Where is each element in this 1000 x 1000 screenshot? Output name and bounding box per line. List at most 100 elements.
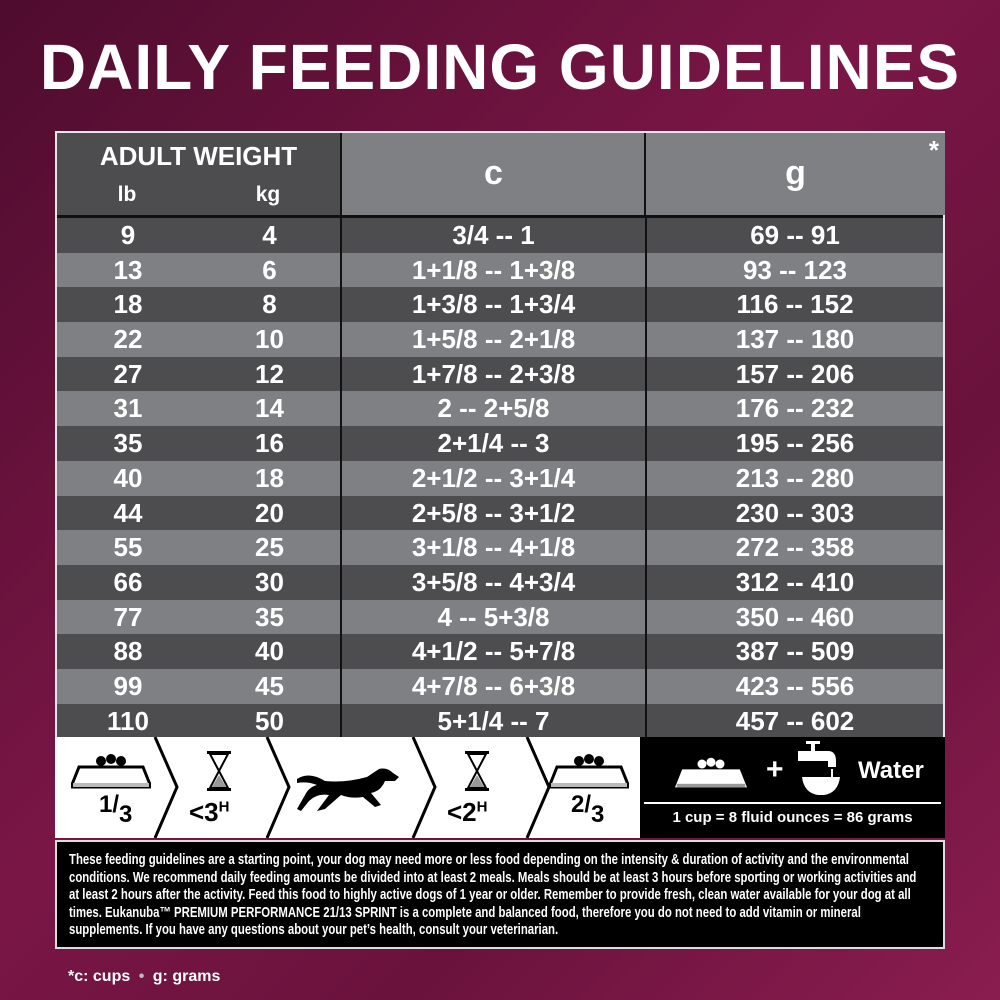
table-row: 31 14 2 -- 2+5/8 176 -- 232 xyxy=(57,391,943,427)
c-cell: 1+7/8 -- 2+3/8 xyxy=(340,356,645,392)
c-cell: 2+5/8 -- 3+1/2 xyxy=(340,495,645,531)
lb-cell: 9 xyxy=(120,220,136,250)
g-cell: 157 -- 206 xyxy=(645,356,943,392)
kg-cell: 14 xyxy=(255,393,284,424)
table-row: 9 4 3/4 -- 1 69 -- 91 xyxy=(57,218,943,253)
table-row: 77 35 4 -- 5+3/8 350 -- 460 xyxy=(57,599,943,635)
lb-cell: 66 xyxy=(113,566,143,597)
g-cell: 423 -- 556 xyxy=(645,668,943,704)
table-header: ADULT WEIGHT lb kg c g * xyxy=(57,133,945,218)
footnote-cups: *c: cups xyxy=(68,968,131,985)
c-cell: 3/4 -- 1 xyxy=(340,218,645,253)
lb-cell: 13 xyxy=(113,254,143,285)
footnote-grams: g: grams xyxy=(152,968,221,985)
kg-cell: 45 xyxy=(255,670,284,701)
page-title: DAILY FEEDING GUIDELINES xyxy=(39,31,961,103)
guidelines-description-box: These feeding guidelines are a starting … xyxy=(55,840,945,949)
g-cell: 387 -- 509 xyxy=(645,634,943,669)
kg-cell: 30 xyxy=(255,566,284,597)
food-bowl-icon xyxy=(71,754,151,789)
c-cell: 5+1/4 -- 7 xyxy=(340,703,645,739)
kg-cell: 20 xyxy=(255,497,284,528)
adult-weight-header: ADULT WEIGHT xyxy=(99,141,298,171)
g-cell: 176 -- 232 xyxy=(645,391,943,427)
first-portion-denominator: 3 xyxy=(119,801,133,828)
asterisk: * xyxy=(928,135,939,165)
lb-cell: 27 xyxy=(113,358,143,389)
c-cell: 3+1/8 -- 4+1/8 xyxy=(340,530,645,565)
plus-sign: + xyxy=(766,753,784,786)
c-cell: 2+1/2 -- 3+1/4 xyxy=(340,460,645,496)
kg-header: kg xyxy=(255,183,281,206)
table-row: 66 30 3+5/8 -- 4+3/4 312 -- 410 xyxy=(57,564,943,600)
water-tap-icon xyxy=(798,741,840,795)
grams-header-cell: g * xyxy=(644,133,945,215)
feeding-table: ADULT WEIGHT lb kg c g * 9 4 3/4 -- 1 69 --… xyxy=(55,131,945,739)
c-cell: 3+5/8 -- 4+3/4 xyxy=(340,564,645,600)
g-cell: 230 -- 303 xyxy=(645,495,943,531)
first-portion-numerator: 1 xyxy=(99,791,113,818)
kg-cell: 8 xyxy=(262,289,277,320)
c-cell: 1+5/8 -- 2+1/8 xyxy=(340,322,645,357)
before-wait: <3 xyxy=(189,797,219,827)
lb-cell: 110 xyxy=(107,705,149,736)
table-row: 13 6 1+1/8 -- 1+3/8 93 -- 123 xyxy=(57,252,943,288)
kg-cell: 10 xyxy=(255,324,284,355)
kg-cell: 35 xyxy=(255,601,284,632)
c-cell: 2+1/4 -- 3 xyxy=(340,426,645,461)
table-row: 40 18 2+1/2 -- 3+1/4 213 -- 280 xyxy=(57,460,943,496)
cups-header: c xyxy=(340,133,645,215)
lb-cell: 77 xyxy=(113,601,143,632)
running-dog-icon xyxy=(297,768,399,811)
c-cell: 4+7/8 -- 6+3/8 xyxy=(340,668,645,704)
lb-cell: 18 xyxy=(113,289,143,320)
table-row: 35 16 2+1/4 -- 3 195 -- 256 xyxy=(57,426,943,461)
table-row: 110 50 5+1/4 -- 7 457 -- 602 xyxy=(57,703,943,739)
divider xyxy=(644,802,941,804)
g-cell: 272 -- 358 xyxy=(645,530,943,565)
food-bowl-icon xyxy=(675,757,747,788)
table-body: 9 4 3/4 -- 1 69 -- 91 13 6 1+1/8 -- 1+3/8 93 --… xyxy=(57,218,943,739)
table-row: 44 20 2+5/8 -- 3+1/2 230 -- 303 xyxy=(57,495,943,531)
g-cell: 457 -- 602 xyxy=(645,703,943,739)
weight-header-cell: ADULT WEIGHT lb kg xyxy=(57,133,340,215)
water-label: Water xyxy=(858,757,924,784)
c-cell: 1+3/8 -- 1+3/4 xyxy=(340,287,645,323)
hourglass-icon xyxy=(465,751,489,791)
g-cell: 69 -- 91 xyxy=(645,218,943,253)
kg-cell: 12 xyxy=(255,358,284,389)
water-panel: + Water 1 cup = 8 fluid ounces = 86 gram… xyxy=(640,737,945,838)
cup-conversion: 1 cup = 8 fluid ounces = 86 grams xyxy=(672,809,913,826)
second-portion-denominator: 3 xyxy=(591,801,605,828)
g-cell: 93 -- 123 xyxy=(645,252,943,288)
c-cell: 1+1/8 -- 1+3/8 xyxy=(340,252,645,288)
table-row: 18 8 1+3/8 -- 1+3/4 116 -- 152 xyxy=(57,287,943,323)
before-wait-unit: H xyxy=(218,798,230,816)
lb-cell: 31 xyxy=(113,393,143,424)
g-cell: 116 -- 152 xyxy=(645,287,943,323)
guidelines-description: These feeding guidelines are a starting … xyxy=(69,852,917,939)
grams-header: g xyxy=(785,154,806,192)
kg-cell: 6 xyxy=(262,254,277,285)
table-row: 99 45 4+7/8 -- 6+3/8 423 -- 556 xyxy=(57,668,943,704)
footnote: *c: cups • g: grams xyxy=(68,968,220,986)
kg-cell: 18 xyxy=(255,462,284,493)
after-wait: <2 xyxy=(447,797,477,827)
table-row: 22 10 1+5/8 -- 2+1/8 137 -- 180 xyxy=(57,322,943,357)
g-cell: 137 -- 180 xyxy=(645,322,943,357)
kg-cell: 16 xyxy=(255,428,284,459)
lb-cell: 35 xyxy=(113,428,143,459)
footnote-bullet: • xyxy=(138,968,145,985)
c-cell: 4+1/2 -- 5+7/8 xyxy=(340,634,645,669)
feeding-steps: 1/3 <3H <2H 2/3 xyxy=(55,737,640,838)
kg-cell: 40 xyxy=(255,636,284,667)
hourglass-icon xyxy=(207,751,231,791)
kg-cell: 25 xyxy=(255,532,284,563)
kg-cell: 50 xyxy=(255,705,284,736)
lb-header: lb xyxy=(117,183,137,206)
lb-cell: 55 xyxy=(113,532,143,563)
c-cell: 4 -- 5+3/8 xyxy=(340,599,645,635)
food-bowl-icon xyxy=(549,754,629,789)
lb-cell: 88 xyxy=(113,636,143,667)
after-wait-unit: H xyxy=(476,798,488,816)
